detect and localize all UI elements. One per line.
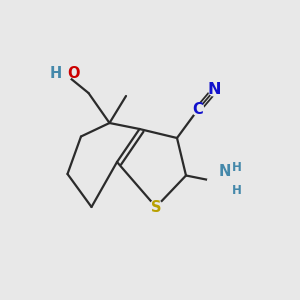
Circle shape xyxy=(149,200,163,214)
Circle shape xyxy=(192,103,204,116)
Text: S: S xyxy=(151,200,161,214)
Text: N: N xyxy=(219,164,231,178)
Text: C: C xyxy=(193,102,203,117)
Text: O: O xyxy=(67,66,80,81)
Circle shape xyxy=(208,84,220,96)
Circle shape xyxy=(208,173,224,190)
Text: H: H xyxy=(232,184,242,197)
Text: N: N xyxy=(208,82,221,98)
Text: H: H xyxy=(50,66,62,81)
Circle shape xyxy=(57,66,72,81)
Text: H: H xyxy=(232,161,242,174)
